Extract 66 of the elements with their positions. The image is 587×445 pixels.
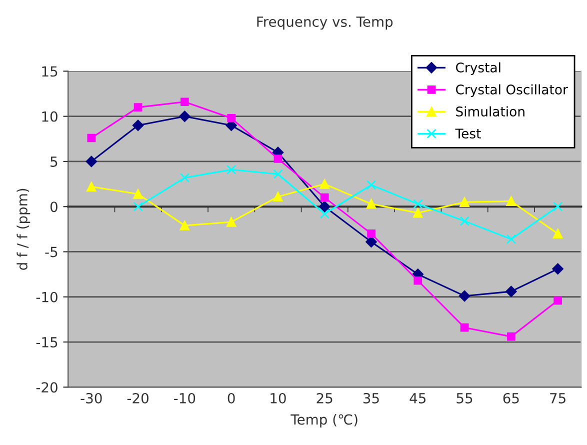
point <box>554 296 562 305</box>
point <box>366 180 376 190</box>
y-tick-label: -5 <box>45 246 58 258</box>
y-tick-label: 5 <box>50 156 58 167</box>
x-tick-label: 0 <box>228 392 235 404</box>
point <box>179 110 190 122</box>
y-axis-title: d f / f (ppm) <box>16 188 30 270</box>
point <box>366 199 376 209</box>
x-tick-label: 55 <box>456 393 472 404</box>
point <box>319 201 330 212</box>
point <box>506 286 517 298</box>
point <box>460 323 469 332</box>
point <box>133 189 143 199</box>
point <box>367 230 376 238</box>
point <box>133 202 143 212</box>
point <box>552 263 564 274</box>
point <box>180 98 189 106</box>
legend-label: Crystal Oscillator <box>456 84 568 98</box>
x-tick-label: 75 <box>550 393 566 404</box>
point <box>227 114 236 122</box>
x-axis-title: Temp (℃) <box>290 414 358 428</box>
x-tick-label: -20 <box>127 392 148 404</box>
point <box>226 164 236 174</box>
legend-label: Simulation <box>456 106 524 117</box>
point <box>552 228 563 239</box>
point <box>366 236 377 248</box>
y-tick-label: -15 <box>36 337 58 348</box>
point <box>180 220 190 230</box>
point <box>460 197 470 207</box>
y-tick-label: -20 <box>36 382 58 393</box>
point <box>506 234 516 244</box>
point <box>506 196 516 206</box>
point <box>414 276 422 285</box>
point <box>134 103 142 112</box>
point <box>413 199 423 209</box>
point <box>87 134 96 142</box>
x-tick-label: 10 <box>270 392 286 404</box>
y-tick-label: -10 <box>36 292 58 302</box>
y-tick-label: 10 <box>42 111 58 122</box>
point <box>460 216 470 226</box>
legend-label: Test <box>455 128 481 139</box>
legend-label: Crystal <box>456 62 500 76</box>
point <box>86 156 98 168</box>
point <box>273 192 283 202</box>
point <box>273 169 283 179</box>
point <box>320 208 330 219</box>
point <box>320 193 329 202</box>
x-tick-label: 45 <box>410 393 426 404</box>
point <box>458 290 470 302</box>
point <box>552 202 563 212</box>
x-tick-label: 35 <box>363 392 379 404</box>
point <box>320 179 330 189</box>
point <box>507 332 516 341</box>
y-tick-label: 0 <box>50 202 58 212</box>
point <box>226 217 236 227</box>
x-tick-label: 25 <box>316 392 332 404</box>
point <box>413 208 423 218</box>
point <box>274 154 282 163</box>
x-tick-label: -30 <box>80 392 102 404</box>
chart-title: Frequency vs. Temp <box>257 16 393 30</box>
point <box>180 172 190 183</box>
x-tick-label: -10 <box>174 392 196 404</box>
point <box>86 182 96 192</box>
y-tick-label: 15 <box>42 66 58 77</box>
point <box>132 120 144 131</box>
x-tick-label: 65 <box>503 392 519 404</box>
